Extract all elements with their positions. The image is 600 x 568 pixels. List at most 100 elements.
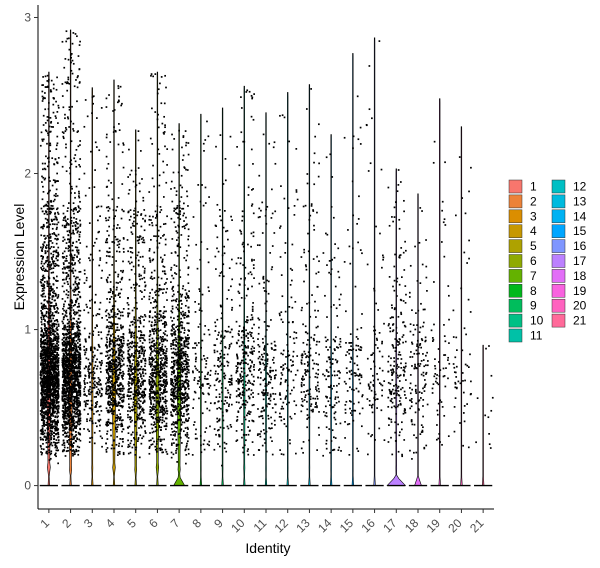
point [45,86,47,88]
point [134,376,136,378]
point [118,450,121,453]
point [64,431,67,434]
point [136,359,139,362]
point [40,330,43,333]
point [122,237,125,239]
point [42,278,44,280]
point [86,115,89,118]
point [142,236,144,239]
point [119,311,122,314]
point [116,227,118,230]
point [62,375,65,378]
point [56,365,59,368]
point [140,373,142,376]
point [94,241,96,244]
point [129,377,131,379]
point [96,392,99,395]
point [74,288,77,291]
point [39,376,42,379]
point [68,405,71,407]
point [63,400,65,403]
point [71,105,73,108]
point [140,405,142,408]
point [115,405,117,407]
point [46,391,48,394]
point [68,262,70,264]
point [140,213,143,215]
point [62,219,65,222]
point [65,143,67,146]
point [78,195,80,197]
point [129,410,132,413]
point [47,431,50,434]
point [130,261,133,264]
point [42,399,45,401]
violin-18 [414,193,422,486]
point [92,356,95,359]
point [137,394,140,397]
point [56,397,59,400]
point [66,89,69,92]
point [108,94,110,96]
point [74,367,77,369]
point [57,405,60,408]
point [45,421,48,424]
point [50,325,53,327]
point [121,344,124,347]
point [113,365,116,368]
point [134,425,137,427]
point [68,37,70,40]
point [75,401,78,404]
point [71,385,73,388]
point [75,427,77,429]
violin-11 [264,112,268,486]
point [119,404,121,407]
point [70,365,72,368]
point [113,439,115,441]
point [127,250,129,253]
point [136,214,139,217]
point [110,309,113,312]
point [143,241,146,244]
point [76,370,78,373]
point [62,340,65,343]
point [77,397,80,400]
point [88,187,91,189]
point [44,97,46,100]
point [43,334,46,337]
point [78,389,80,392]
point [57,246,60,249]
point [88,336,91,339]
point [88,368,91,371]
point [120,336,122,338]
point [70,360,72,362]
point [118,123,120,125]
point [131,363,134,365]
point [129,341,132,344]
point [65,342,67,345]
point [119,239,121,242]
point [118,453,121,455]
point [108,274,111,276]
point [40,234,43,237]
point [49,293,52,296]
point [54,347,56,350]
point [62,357,65,360]
point [136,389,138,392]
point [79,386,82,389]
point [55,328,58,330]
point [139,387,142,390]
point [72,259,75,262]
point [42,283,45,286]
point [67,294,70,297]
point [42,367,45,370]
point [43,348,46,351]
point [68,337,70,340]
point [56,172,58,175]
point [51,227,54,230]
point [127,410,129,412]
point [69,161,72,163]
point [105,106,108,108]
point [64,361,67,364]
point [74,378,76,381]
